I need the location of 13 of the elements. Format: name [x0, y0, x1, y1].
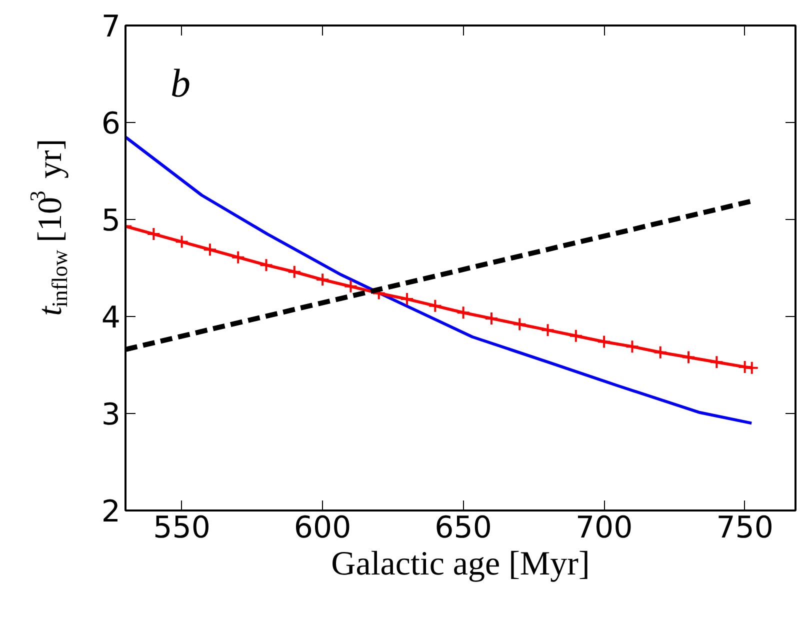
y-tick-label: 7 — [101, 10, 121, 44]
y-tick-label: 2 — [101, 494, 121, 530]
x-axis-title: Galactic age [Myr] — [331, 546, 590, 582]
y-tick-label: 4 — [101, 300, 121, 336]
x-tick-label: 550 — [153, 510, 210, 546]
y-tick-label: 3 — [101, 398, 121, 432]
annotation: b — [170, 60, 190, 106]
y-tick-label: 6 — [101, 106, 121, 142]
x-tick-label: 600 — [294, 510, 352, 546]
x-tick-label: 650 — [434, 510, 492, 546]
x-tick-label: 750 — [716, 510, 774, 546]
y-tick-label: 5 — [101, 204, 121, 238]
x-tick-label: 700 — [575, 510, 633, 546]
